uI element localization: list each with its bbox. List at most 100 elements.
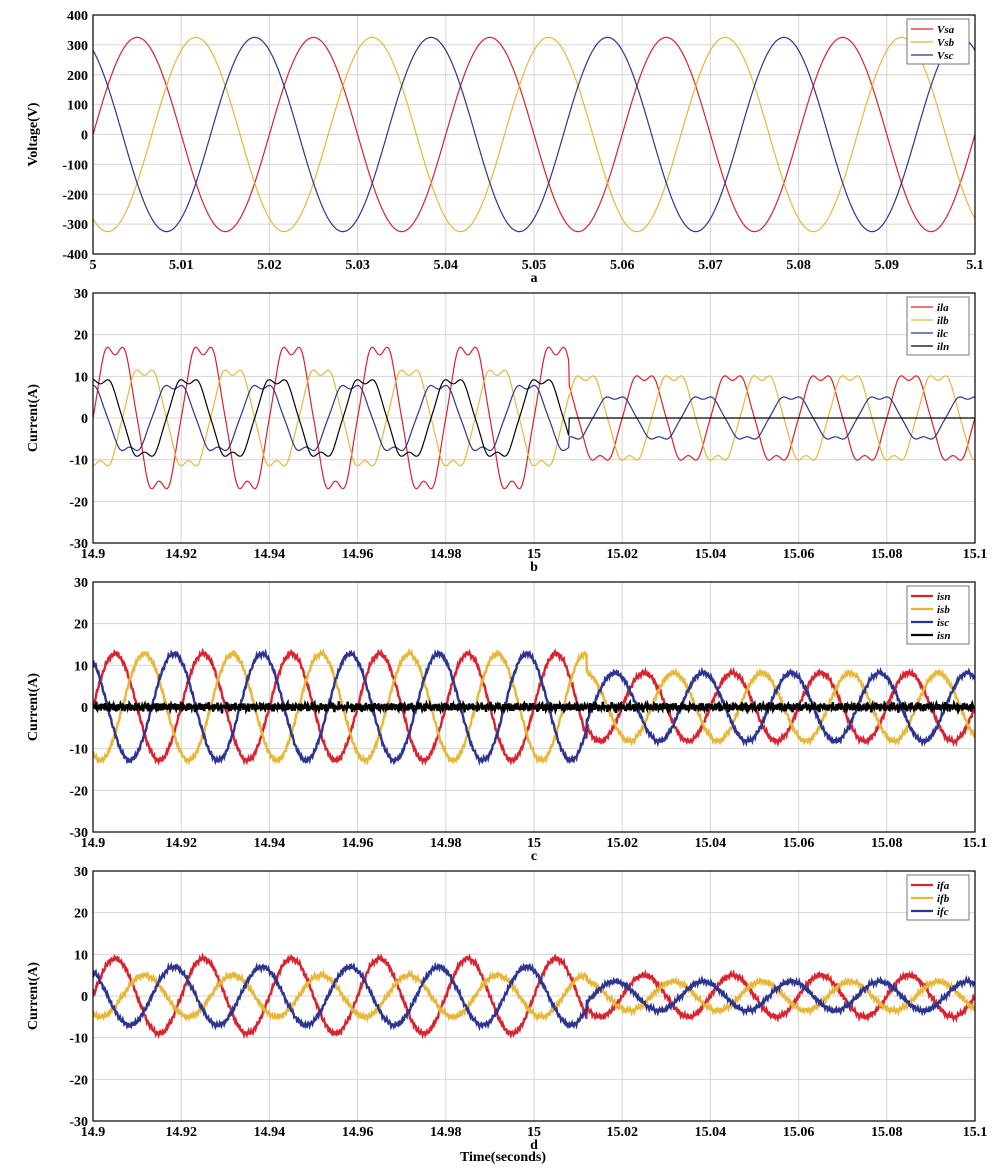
y-tick-label: 200 [67,69,88,84]
x-tick-label: 5.1 [966,258,984,273]
y-tick-label: 0 [81,990,88,1005]
x-tick-label: 14.98 [430,547,462,562]
x-tick-label: 15.1 [963,547,988,562]
x-tick-label: 14.94 [254,1125,286,1140]
panel-letter: d [530,1138,538,1153]
x-tick-label: 15.06 [783,547,815,562]
x-tick-label: 5.06 [610,258,635,273]
x-tick-label: 14.94 [254,836,286,851]
series-line-Vsa [93,36,975,233]
x-tick-label: 15.02 [606,547,638,562]
panel-letter: b [530,560,538,575]
x-tick-label: 15 [527,1125,541,1140]
x-tick-label: 5.08 [786,258,811,273]
x-tick-label: 15.06 [783,1125,815,1140]
series-line-Vsc [93,36,975,233]
series-line-Vsb [93,36,975,233]
y-axis-label: Current(A) [26,962,41,1031]
x-tick-label: 5.05 [522,258,547,273]
legend-label-iln: iln [937,341,949,353]
legend-label-ifb: ifb [937,893,950,905]
y-tick-label: -10 [69,743,88,758]
panel-letter: c [531,849,537,864]
y-axis-label: Current(A) [26,673,41,742]
y-tick-label: 30 [74,865,88,880]
plot-frame [92,870,976,1122]
x-tick-label: 5.04 [434,258,459,273]
plot-frame [92,14,976,255]
y-tick-label: 20 [74,618,88,633]
plot-frame [92,581,976,833]
series-line-iln [93,379,975,457]
y-tick-label: -30 [69,826,88,841]
legend-label-Vsc: Vsc [937,50,954,62]
legend-label-ifa: ifa [937,880,950,892]
y-tick-label: -20 [69,784,88,799]
x-tick-label: 14.98 [430,836,462,851]
x-tick-label: 14.96 [342,547,374,562]
x-tick-label: 15.1 [963,1125,988,1140]
y-tick-label: 10 [74,659,88,674]
x-tick-label: 15.1 [963,836,988,851]
x-tick-label: 14.92 [165,547,197,562]
y-tick-label: 10 [74,370,88,385]
y-tick-label: -200 [62,188,88,203]
panel-c-source-current: 14.9 14.92 14.94 14.96 14.98 15 15.02 15.04 15.0… [26,576,987,864]
y-tick-label: 300 [67,39,88,54]
legend-label-ilb: ilb [937,315,949,327]
x-tick-label: 14.96 [342,836,374,851]
legend-label-isn: isn [937,591,950,603]
panel-d-filter-current: 14.9 14.92 14.94 14.96 14.98 15 15.02 15.04 15.0… [26,865,987,1153]
x-tick-label: 15.06 [783,836,815,851]
legend-label-ilc: ilc [937,328,948,340]
x-tick-label: 15.02 [606,1125,638,1140]
x-tick-label: 14.9 [81,1125,106,1140]
legend-label-ifc: ifc [937,906,949,918]
y-tick-label: -20 [69,495,88,510]
series-line-ifa [93,952,975,1040]
y-tick-label: -400 [62,248,88,263]
y-tick-label: -30 [69,1115,88,1130]
y-tick-label: 0 [81,412,88,427]
y-tick-label: 30 [74,287,88,302]
y-tick-label: 400 [67,9,88,24]
x-tick-label: 5 [90,258,97,273]
x-tick-label: 14.94 [254,547,286,562]
x-tick-label: 14.96 [342,1125,374,1140]
x-tick-label: 14.92 [165,836,197,851]
legend-label-Vsb: Vsb [937,37,955,49]
y-tick-label: 0 [81,701,88,716]
x-axis-label: Time(seconds) [459,1150,547,1165]
series-line-isn [93,698,975,716]
series-line-ifb [93,968,975,1023]
x-tick-label: 14.9 [81,547,106,562]
x-tick-label: 14.92 [165,1125,197,1140]
y-tick-label: -10 [69,1032,88,1047]
x-tick-label: 15.04 [695,836,727,851]
x-tick-label: 15 [527,547,541,562]
y-tick-label: 10 [74,948,88,963]
x-tick-label: 15.04 [695,547,727,562]
x-tick-label: 14.98 [430,1125,462,1140]
x-tick-label: 15.02 [606,836,638,851]
y-tick-label: -30 [69,537,88,552]
y-tick-label: 0 [81,129,88,144]
y-tick-label: 20 [74,329,88,344]
x-tick-label: 5.09 [875,258,900,273]
x-tick-label: 5.02 [257,258,282,273]
legend-label-ila: ila [937,302,949,314]
series-line-ila [93,346,975,490]
panel-letter: a [531,271,538,286]
x-tick-label: 15.08 [871,1125,903,1140]
y-axis-label: Voltage(V) [26,102,41,166]
x-tick-label: 15.04 [695,1125,727,1140]
legend-label-isn: isn [937,630,950,642]
legend-label-isb: isb [937,604,950,616]
series-line-ifc [93,961,975,1032]
panel-a-voltage: 5 5.01 5.02 5.03 5.04 5.05 5.06 5.07 5.08 5.09 5.1… [26,9,984,286]
